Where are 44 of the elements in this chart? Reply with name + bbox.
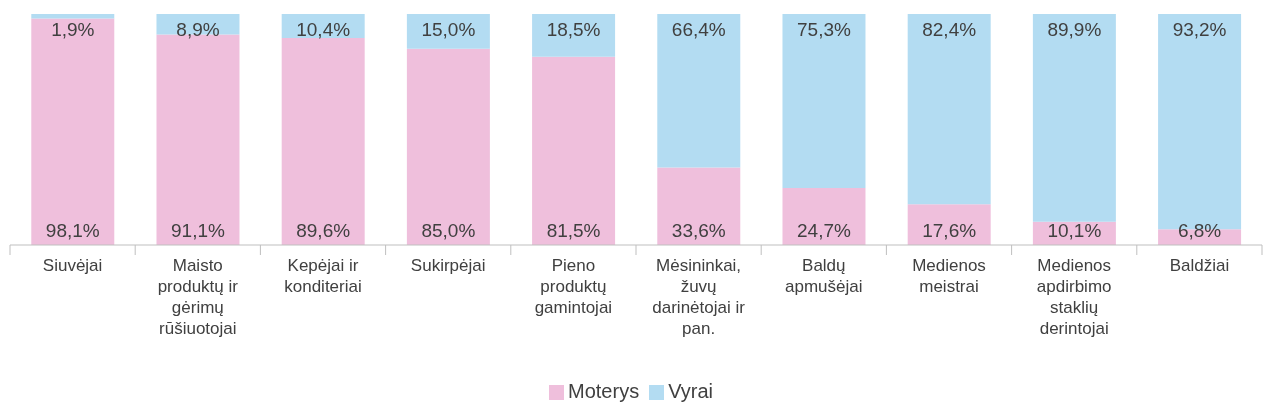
x-tick-label: Medienos meistrai — [912, 256, 986, 296]
bar — [281, 38, 365, 245]
data-label: 24,7% — [797, 220, 852, 241]
data-label: 18,5% — [546, 19, 601, 40]
x-tick-label: Baldų apmušėjai — [785, 256, 863, 296]
bar — [657, 14, 741, 168]
data-label: 10,1% — [1047, 220, 1102, 241]
data-label: 89,6% — [296, 220, 351, 241]
data-label: 1,9% — [51, 19, 95, 40]
bar — [31, 18, 115, 245]
data-label: 91,1% — [171, 220, 226, 241]
data-label: 15,0% — [421, 19, 476, 40]
data-label: 6,8% — [1177, 220, 1222, 241]
x-tick-label: Baldžiai — [1169, 256, 1230, 275]
x-tick-label: Medienos apdirbimo staklių derintojai — [1036, 256, 1112, 338]
bar — [657, 167, 741, 245]
data-label: 17,6% — [922, 220, 977, 241]
data-label: 33,6% — [671, 220, 726, 241]
data-label: 98,1% — [45, 220, 100, 241]
bar — [782, 14, 866, 188]
data-label: 81,5% — [546, 220, 601, 241]
data-label: 82,4% — [922, 19, 977, 40]
bar — [31, 14, 115, 19]
bar — [532, 56, 616, 245]
legend-label: Vyrai — [668, 380, 713, 402]
bar — [907, 14, 991, 205]
bar — [1032, 14, 1116, 222]
x-tick-label: Pieno produktų gamintojai — [534, 256, 613, 317]
x-tick-label: Maisto produktų ir gėrimų rūšiuotojai — [157, 256, 239, 338]
legend-label: Moterys — [568, 380, 640, 402]
bar — [406, 48, 490, 245]
x-tick-label: Sukirpėjai — [410, 256, 486, 275]
x-tick-label: Mėsininkai, žuvų darinėtojai ir pan. — [652, 256, 746, 338]
data-label: 85,0% — [421, 220, 476, 241]
data-label: 66,4% — [671, 19, 726, 40]
bar — [532, 14, 616, 57]
data-label: 10,4% — [296, 19, 351, 40]
bar — [782, 187, 866, 245]
x-tick-label: Siuvėjai — [42, 256, 103, 275]
data-label: 93,2% — [1172, 19, 1227, 40]
data-label: 89,9% — [1047, 19, 1102, 40]
data-label: 75,3% — [797, 19, 852, 40]
data-label: 8,9% — [176, 19, 220, 40]
x-tick-label: Kepėjai ir konditeriai — [284, 256, 362, 296]
